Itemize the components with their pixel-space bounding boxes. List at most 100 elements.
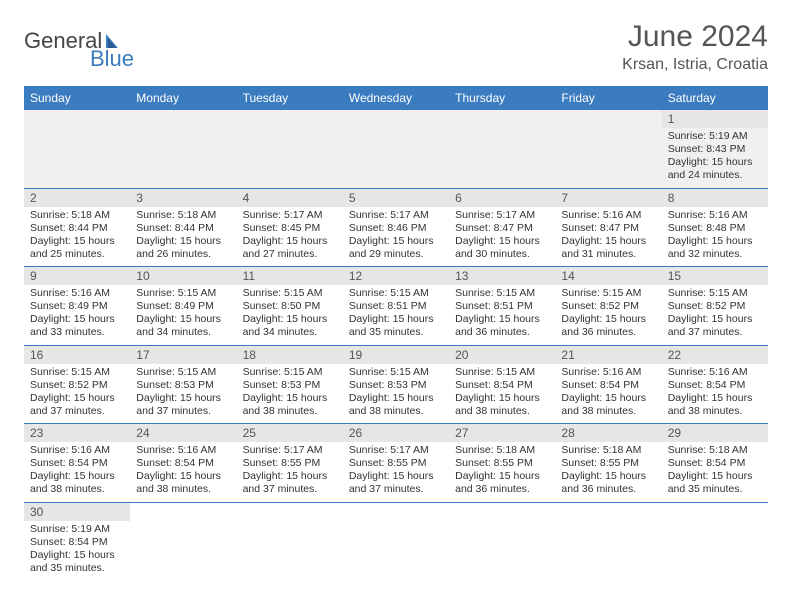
sunrise-line: Sunrise: 5:18 AM [136,209,230,222]
calendar-cell: 17Sunrise: 5:15 AMSunset: 8:53 PMDayligh… [130,345,236,424]
sunrise-line: Sunrise: 5:16 AM [668,209,762,222]
sunset-line: Sunset: 8:52 PM [561,300,655,313]
calendar-cell: 4Sunrise: 5:17 AMSunset: 8:45 PMDaylight… [237,188,343,267]
sunset-line: Sunset: 8:54 PM [30,536,124,549]
day-number: 15 [662,267,768,285]
day-number: 25 [237,424,343,442]
sunset-line: Sunset: 8:44 PM [30,222,124,235]
sunset-line: Sunset: 8:54 PM [455,379,549,392]
day-number: 8 [662,189,768,207]
sunset-line: Sunset: 8:47 PM [455,222,549,235]
calendar-cell: 10Sunrise: 5:15 AMSunset: 8:49 PMDayligh… [130,267,236,346]
sunrise-line: Sunrise: 5:15 AM [455,366,549,379]
calendar-cell: 15Sunrise: 5:15 AMSunset: 8:52 PMDayligh… [662,267,768,346]
sunset-line: Sunset: 8:49 PM [30,300,124,313]
calendar-cell: 11Sunrise: 5:15 AMSunset: 8:50 PMDayligh… [237,267,343,346]
sunset-line: Sunset: 8:55 PM [455,457,549,470]
calendar-cell [449,110,555,188]
calendar-cell: 1Sunrise: 5:19 AMSunset: 8:43 PMDaylight… [662,110,768,188]
calendar-cell: 29Sunrise: 5:18 AMSunset: 8:54 PMDayligh… [662,424,768,503]
sunset-line: Sunset: 8:46 PM [349,222,443,235]
calendar-cell: 16Sunrise: 5:15 AMSunset: 8:52 PMDayligh… [24,345,130,424]
sunrise-line: Sunrise: 5:19 AM [30,523,124,536]
calendar-cell: 18Sunrise: 5:15 AMSunset: 8:53 PMDayligh… [237,345,343,424]
daylight-line: Daylight: 15 hours and 24 minutes. [668,156,762,182]
daylight-line: Daylight: 15 hours and 37 minutes. [668,313,762,339]
weekday-header: Tuesday [237,86,343,110]
sunset-line: Sunset: 8:54 PM [561,379,655,392]
sunrise-line: Sunrise: 5:15 AM [136,287,230,300]
calendar-cell: 3Sunrise: 5:18 AMSunset: 8:44 PMDaylight… [130,188,236,267]
calendar-cell: 27Sunrise: 5:18 AMSunset: 8:55 PMDayligh… [449,424,555,503]
sunrise-line: Sunrise: 5:15 AM [455,287,549,300]
calendar-cell: 6Sunrise: 5:17 AMSunset: 8:47 PMDaylight… [449,188,555,267]
calendar-cell: 23Sunrise: 5:16 AMSunset: 8:54 PMDayligh… [24,424,130,503]
sunrise-line: Sunrise: 5:15 AM [349,366,443,379]
day-number: 26 [343,424,449,442]
calendar-cell [555,110,661,188]
sunrise-line: Sunrise: 5:16 AM [668,366,762,379]
sunrise-line: Sunrise: 5:17 AM [243,444,337,457]
header: General Blue June 2024 Krsan, Istria, Cr… [24,20,768,74]
sunset-line: Sunset: 8:43 PM [668,143,762,156]
daylight-line: Daylight: 15 hours and 38 minutes. [455,392,549,418]
sunset-line: Sunset: 8:53 PM [136,379,230,392]
calendar-cell: 12Sunrise: 5:15 AMSunset: 8:51 PMDayligh… [343,267,449,346]
calendar-cell: 19Sunrise: 5:15 AMSunset: 8:53 PMDayligh… [343,345,449,424]
calendar-cell: 8Sunrise: 5:16 AMSunset: 8:48 PMDaylight… [662,188,768,267]
day-number: 29 [662,424,768,442]
daylight-line: Daylight: 15 hours and 38 minutes. [349,392,443,418]
daylight-line: Daylight: 15 hours and 35 minutes. [30,549,124,575]
sunrise-line: Sunrise: 5:15 AM [243,366,337,379]
daylight-line: Daylight: 15 hours and 38 minutes. [243,392,337,418]
calendar-cell: 7Sunrise: 5:16 AMSunset: 8:47 PMDaylight… [555,188,661,267]
sunrise-line: Sunrise: 5:15 AM [136,366,230,379]
title-block: June 2024 Krsan, Istria, Croatia [622,20,768,74]
sunset-line: Sunset: 8:53 PM [243,379,337,392]
sunrise-line: Sunrise: 5:18 AM [30,209,124,222]
daylight-line: Daylight: 15 hours and 26 minutes. [136,235,230,261]
calendar-cell: 25Sunrise: 5:17 AMSunset: 8:55 PMDayligh… [237,424,343,503]
calendar-cell [662,502,768,580]
weekday-header: Wednesday [343,86,449,110]
daylight-line: Daylight: 15 hours and 27 minutes. [243,235,337,261]
sunset-line: Sunset: 8:45 PM [243,222,337,235]
day-number: 4 [237,189,343,207]
daylight-line: Daylight: 15 hours and 35 minutes. [668,470,762,496]
daylight-line: Daylight: 15 hours and 32 minutes. [668,235,762,261]
calendar-cell: 28Sunrise: 5:18 AMSunset: 8:55 PMDayligh… [555,424,661,503]
daylight-line: Daylight: 15 hours and 37 minutes. [349,470,443,496]
logo-text-2: Blue [90,46,134,72]
day-number: 10 [130,267,236,285]
sunset-line: Sunset: 8:54 PM [30,457,124,470]
sunset-line: Sunset: 8:55 PM [243,457,337,470]
sunrise-line: Sunrise: 5:16 AM [30,444,124,457]
location: Krsan, Istria, Croatia [622,56,768,74]
daylight-line: Daylight: 15 hours and 38 minutes. [136,470,230,496]
sunset-line: Sunset: 8:53 PM [349,379,443,392]
sunrise-line: Sunrise: 5:19 AM [668,130,762,143]
daylight-line: Daylight: 15 hours and 34 minutes. [136,313,230,339]
day-number: 12 [343,267,449,285]
daylight-line: Daylight: 15 hours and 37 minutes. [136,392,230,418]
day-number: 13 [449,267,555,285]
calendar-cell: 14Sunrise: 5:15 AMSunset: 8:52 PMDayligh… [555,267,661,346]
sunset-line: Sunset: 8:50 PM [243,300,337,313]
calendar-cell: 21Sunrise: 5:16 AMSunset: 8:54 PMDayligh… [555,345,661,424]
daylight-line: Daylight: 15 hours and 38 minutes. [561,392,655,418]
daylight-line: Daylight: 15 hours and 35 minutes. [349,313,443,339]
calendar-cell [449,502,555,580]
sunrise-line: Sunrise: 5:15 AM [349,287,443,300]
calendar-cell: 13Sunrise: 5:15 AMSunset: 8:51 PMDayligh… [449,267,555,346]
daylight-line: Daylight: 15 hours and 36 minutes. [561,313,655,339]
day-number: 3 [130,189,236,207]
daylight-line: Daylight: 15 hours and 38 minutes. [30,470,124,496]
day-number: 20 [449,346,555,364]
sunrise-line: Sunrise: 5:16 AM [30,287,124,300]
weekday-header: Thursday [449,86,555,110]
day-number: 9 [24,267,130,285]
daylight-line: Daylight: 15 hours and 36 minutes. [455,470,549,496]
daylight-line: Daylight: 15 hours and 36 minutes. [455,313,549,339]
daylight-line: Daylight: 15 hours and 30 minutes. [455,235,549,261]
weekday-header: Monday [130,86,236,110]
